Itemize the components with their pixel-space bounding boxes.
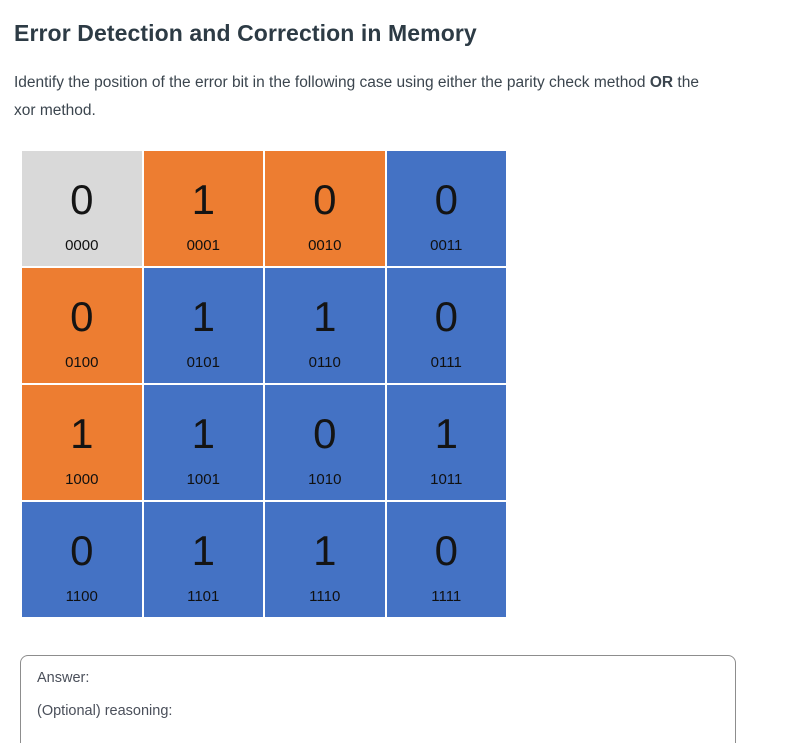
cell-label: 1100 xyxy=(65,587,98,605)
reasoning-label: (Optional) reasoning: xyxy=(37,702,173,719)
cell-label: 0010 xyxy=(308,236,342,254)
answer-box[interactable]: Answer: (Optional) reasoning: xyxy=(20,654,736,743)
grid-cell-1110: 1 1110 xyxy=(265,501,385,617)
instructions: Identify the position of the error bit i… xyxy=(14,69,704,125)
cell-value: 1 xyxy=(191,409,215,457)
cell-value: 1 xyxy=(313,292,337,340)
cell-label: 0101 xyxy=(186,353,220,371)
grid-cell-0000: 0 0000 xyxy=(22,150,142,266)
cell-label: 0110 xyxy=(308,353,341,371)
cell-label: 1000 xyxy=(65,470,99,488)
grid-cell-1100: 0 1100 xyxy=(22,501,142,617)
grid-cell-1000: 1 1000 xyxy=(22,384,142,500)
grid-cell-0011: 0 0011 xyxy=(386,150,506,266)
parity-bit-grid: 0 0000 1 0001 0 0010 0 0011 0 0100 1 010… xyxy=(22,150,506,617)
grid-cell-0111: 0 0111 xyxy=(386,267,506,383)
cell-value: 0 xyxy=(70,292,94,340)
cell-label: 0001 xyxy=(186,236,220,254)
grid-cell-1011: 1 1011 xyxy=(386,384,506,500)
cell-label: 1110 xyxy=(309,587,341,605)
grid-cell-0010: 0 0010 xyxy=(265,150,385,266)
cell-value: 0 xyxy=(434,175,458,223)
grid-cell-1101: 1 1101 xyxy=(143,501,263,617)
cell-value: 0 xyxy=(70,526,94,574)
cell-value: 1 xyxy=(191,175,215,223)
cell-value: 0 xyxy=(313,409,337,457)
cell-label: 0111 xyxy=(430,353,462,371)
cell-label: 1011 xyxy=(430,470,463,488)
cell-label: 0011 xyxy=(430,236,463,254)
cell-value: 0 xyxy=(313,175,337,223)
cell-label: 0000 xyxy=(65,236,99,254)
instructions-text: Identify the position of the error bit i… xyxy=(14,74,650,91)
answer-label: Answer: xyxy=(37,669,90,686)
grid-cell-0100: 0 0100 xyxy=(22,267,142,383)
instructions-bold-or: OR xyxy=(649,74,674,91)
cell-value: 0 xyxy=(434,526,458,574)
grid-cell-0101: 1 0101 xyxy=(143,267,263,383)
cell-label: 0100 xyxy=(65,353,99,371)
cell-label: 1001 xyxy=(186,470,220,488)
grid-cell-0001: 1 0001 xyxy=(143,150,263,266)
cell-value: 1 xyxy=(70,409,94,457)
cell-value: 0 xyxy=(70,175,94,223)
grid-cell-0110: 1 0110 xyxy=(265,267,385,383)
cell-value: 0 xyxy=(434,292,458,340)
grid-cell-1111: 0 1111 xyxy=(386,501,506,617)
cell-value: 1 xyxy=(191,292,215,340)
cell-label: 1010 xyxy=(308,470,342,488)
cell-label: 1101 xyxy=(187,587,220,605)
cell-value: 1 xyxy=(434,409,458,457)
grid-cell-1001: 1 1001 xyxy=(143,384,263,500)
cell-value: 1 xyxy=(313,526,337,574)
grid-cell-1010: 0 1010 xyxy=(265,384,385,500)
page-title: Error Detection and Correction in Memory xyxy=(14,20,477,46)
cell-value: 1 xyxy=(191,526,215,574)
instructions-text-tail: the xor method. xyxy=(14,74,699,119)
cell-label: 1111 xyxy=(431,587,462,605)
